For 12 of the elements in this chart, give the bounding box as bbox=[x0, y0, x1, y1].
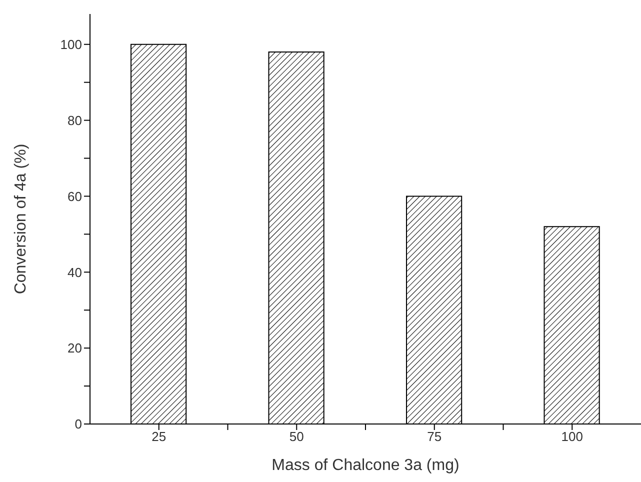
y-tick-label: 60 bbox=[68, 188, 82, 204]
y-tick-label: 0 bbox=[74, 416, 82, 432]
y-tick-label: 100 bbox=[60, 36, 82, 52]
x-tick-label: 75 bbox=[427, 429, 442, 444]
y-tick-label: 40 bbox=[68, 264, 82, 280]
x-tick-label: 50 bbox=[289, 429, 304, 444]
x-axis-title: Mass of Chalcone 3a (mg) bbox=[272, 457, 460, 474]
x-tick-label: 100 bbox=[561, 429, 583, 444]
y-axis-title: Conversion of 4a (%) bbox=[12, 144, 30, 294]
y-tick-label: 80 bbox=[68, 112, 82, 128]
x-tick-label: 25 bbox=[152, 429, 166, 444]
y-tick-label: 20 bbox=[68, 340, 82, 356]
